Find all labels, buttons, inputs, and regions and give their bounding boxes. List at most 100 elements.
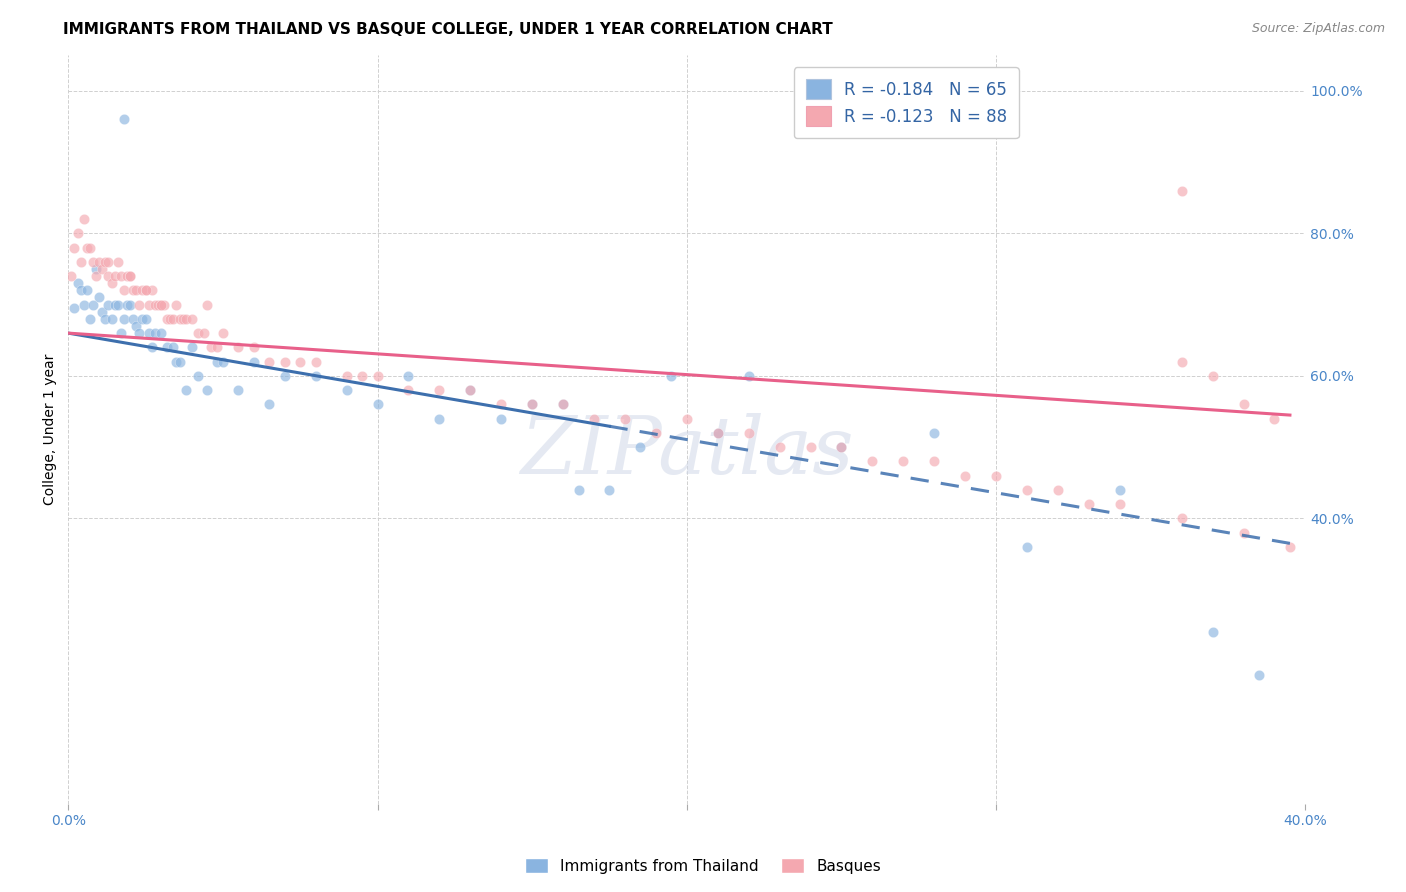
Point xyxy=(1201,625,1223,640)
Text: IMMIGRANTS FROM THAILAND VS BASQUE COLLEGE, UNDER 1 YEAR CORRELATION CHART: IMMIGRANTS FROM THAILAND VS BASQUE COLLE… xyxy=(63,22,832,37)
Point xyxy=(166,297,188,311)
Point xyxy=(953,468,976,483)
Legend: Immigrants from Thailand, Basques: Immigrants from Thailand, Basques xyxy=(519,852,887,880)
Point xyxy=(336,368,359,383)
Point xyxy=(1015,540,1038,554)
Point xyxy=(659,368,682,383)
Point xyxy=(1201,368,1223,383)
Point xyxy=(73,212,96,227)
Point xyxy=(97,255,120,269)
Point xyxy=(489,411,512,425)
Point xyxy=(135,284,157,298)
Point xyxy=(97,269,120,284)
Point xyxy=(582,411,605,425)
Point xyxy=(174,383,197,397)
Point xyxy=(69,284,91,298)
Point xyxy=(128,326,150,340)
Point xyxy=(922,425,945,440)
Point xyxy=(110,326,132,340)
Point xyxy=(84,269,107,284)
Point xyxy=(94,255,117,269)
Point xyxy=(63,241,86,255)
Point xyxy=(141,284,163,298)
Text: ZIPatlas: ZIPatlas xyxy=(520,413,853,491)
Point xyxy=(520,397,543,411)
Point xyxy=(112,284,135,298)
Point xyxy=(200,340,222,354)
Point xyxy=(398,383,420,397)
Point xyxy=(891,454,914,468)
Point xyxy=(274,354,297,368)
Point xyxy=(243,340,266,354)
Point xyxy=(460,383,482,397)
Point xyxy=(799,440,821,454)
Point xyxy=(82,255,104,269)
Point xyxy=(228,383,250,397)
Point xyxy=(112,112,135,127)
Point xyxy=(150,297,173,311)
Point xyxy=(100,311,122,326)
Point xyxy=(706,425,728,440)
Point xyxy=(768,440,790,454)
Point xyxy=(181,340,204,354)
Point xyxy=(212,326,235,340)
Point xyxy=(107,255,129,269)
Point xyxy=(259,397,281,411)
Point xyxy=(174,311,197,326)
Point xyxy=(89,290,111,304)
Point xyxy=(1015,483,1038,497)
Point xyxy=(352,368,374,383)
Point xyxy=(212,354,235,368)
Point xyxy=(156,340,179,354)
Point xyxy=(613,411,636,425)
Point xyxy=(63,301,86,315)
Point xyxy=(150,326,173,340)
Point xyxy=(135,311,157,326)
Point xyxy=(89,255,111,269)
Point xyxy=(169,311,191,326)
Point xyxy=(243,354,266,368)
Point xyxy=(187,368,209,383)
Point xyxy=(197,383,219,397)
Legend: R = -0.184   N = 65, R = -0.123   N = 88: R = -0.184 N = 65, R = -0.123 N = 88 xyxy=(794,67,1019,138)
Point xyxy=(429,383,451,397)
Point xyxy=(104,269,127,284)
Point xyxy=(104,297,127,311)
Point xyxy=(138,326,160,340)
Point xyxy=(1108,497,1130,511)
Point xyxy=(228,340,250,354)
Point xyxy=(110,269,132,284)
Point xyxy=(290,354,312,368)
Point xyxy=(120,269,142,284)
Point xyxy=(162,311,184,326)
Point xyxy=(125,318,148,333)
Point xyxy=(128,297,150,311)
Point xyxy=(60,269,83,284)
Point xyxy=(115,269,138,284)
Point xyxy=(737,425,759,440)
Point xyxy=(984,468,1007,483)
Point xyxy=(628,440,651,454)
Point xyxy=(205,340,228,354)
Point xyxy=(94,311,117,326)
Point xyxy=(69,255,91,269)
Point xyxy=(122,311,145,326)
Point xyxy=(1247,668,1270,682)
Point xyxy=(120,269,142,284)
Point xyxy=(259,354,281,368)
Point xyxy=(1077,497,1099,511)
Point xyxy=(706,425,728,440)
Point xyxy=(91,262,114,277)
Point xyxy=(644,425,666,440)
Point xyxy=(181,311,204,326)
Point xyxy=(131,311,153,326)
Point xyxy=(520,397,543,411)
Point xyxy=(153,297,176,311)
Point xyxy=(172,311,194,326)
Point xyxy=(76,241,98,255)
Point xyxy=(675,411,697,425)
Point xyxy=(73,297,96,311)
Point xyxy=(82,297,104,311)
Point xyxy=(91,304,114,318)
Point xyxy=(100,277,122,291)
